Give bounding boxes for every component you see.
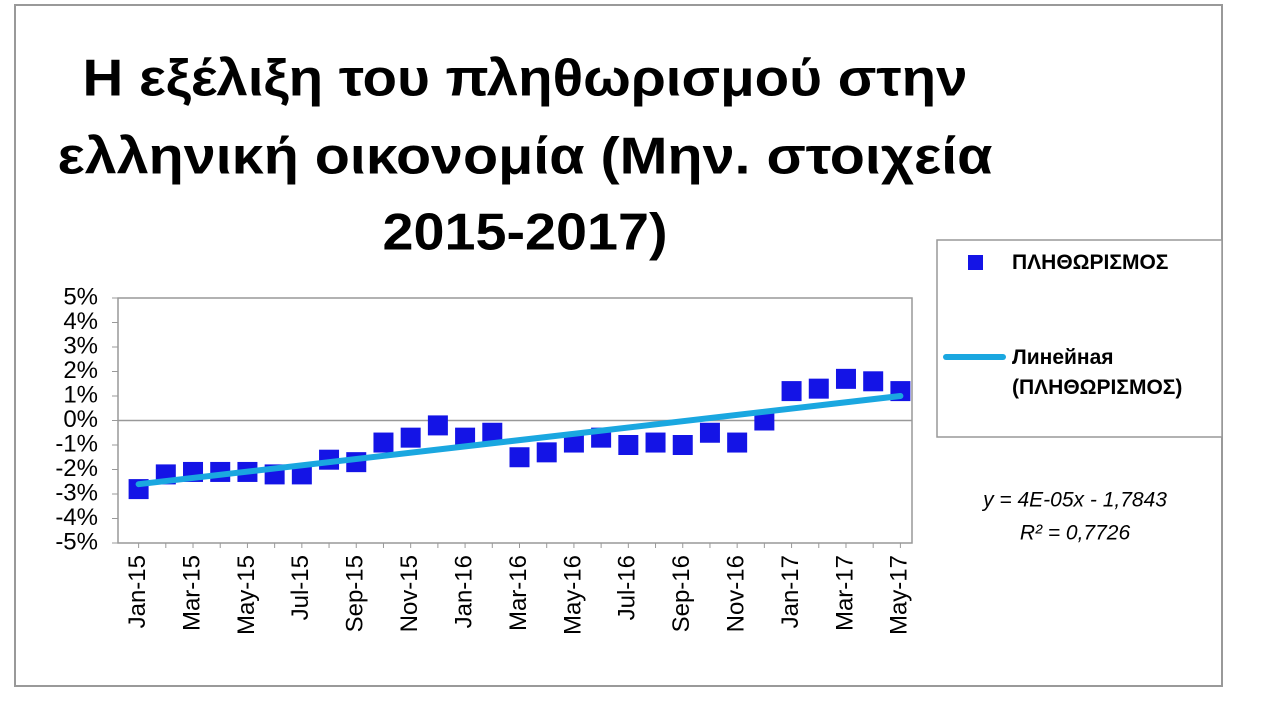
x-tick-label: May-15 [233, 555, 260, 635]
x-tick-label: Sep-16 [668, 555, 695, 632]
trend-equation: y = 4E-05x - 1,7843 [981, 489, 1167, 512]
x-tick-label: Jul-15 [287, 555, 314, 620]
x-tick-label: Sep-15 [342, 555, 369, 632]
x-tick-label: May-16 [559, 555, 586, 635]
legend-marker [968, 255, 983, 270]
y-tick-label: 3% [63, 332, 98, 359]
data-point [563, 432, 584, 453]
x-tick-label: Jan-17 [777, 555, 804, 628]
y-tick-label: -4% [55, 504, 98, 531]
x-tick-label: May-17 [886, 555, 913, 635]
data-point [835, 368, 856, 389]
data-point [618, 435, 639, 455]
y-tick-label: -3% [55, 479, 98, 506]
legend-box [936, 239, 1223, 438]
chart-title: 2015-2017) [383, 204, 668, 262]
x-tick-label: Jul-16 [614, 555, 641, 620]
data-point [699, 422, 720, 443]
data-point [754, 410, 775, 431]
data-point [291, 464, 312, 485]
y-tick-label: -1% [55, 430, 98, 457]
data-point [455, 427, 476, 448]
data-point [808, 378, 829, 399]
x-tick-label: Mar-17 [831, 555, 858, 631]
y-tick-label: 2% [63, 357, 98, 384]
data-point [672, 435, 693, 455]
x-tick-label: Mar-15 [178, 555, 205, 631]
x-tick-label: Jan-15 [124, 555, 151, 628]
data-point [536, 442, 557, 463]
data-point [509, 447, 530, 468]
data-point [400, 427, 421, 448]
data-point [863, 371, 884, 392]
y-tick-label: 4% [63, 308, 98, 335]
trend-r2: R² = 0,7726 [1020, 522, 1131, 545]
x-tick-label: Jan-16 [450, 555, 477, 628]
x-tick-label: Mar-16 [505, 555, 532, 631]
y-tick-label: 5% [63, 283, 98, 310]
y-tick-label: 0% [63, 406, 98, 433]
data-point [427, 415, 448, 436]
y-tick-label: -2% [55, 455, 98, 482]
data-point [645, 432, 666, 453]
data-point [482, 422, 503, 443]
y-tick-label: 1% [63, 381, 98, 408]
chart-title: ελληνική οικονομία (Μην. στοιχεία [58, 128, 993, 186]
chart-title: Η εξέλιξη του πληθωρισμού στην [83, 50, 968, 108]
trendline [135, 393, 904, 488]
legend-label: ΠΛΗΘΩΡΙΣΜΟΣ [1012, 251, 1169, 274]
data-point [727, 432, 748, 453]
x-tick-label: Nov-16 [722, 555, 749, 632]
data-point [373, 432, 394, 453]
legend-label: Линейная (ΠΛΗΘΩΡΙΣΜΟΣ) [1012, 346, 1183, 399]
x-tick-label: Nov-15 [396, 555, 423, 632]
data-point [781, 381, 802, 402]
y-tick-label: -5% [55, 528, 98, 555]
